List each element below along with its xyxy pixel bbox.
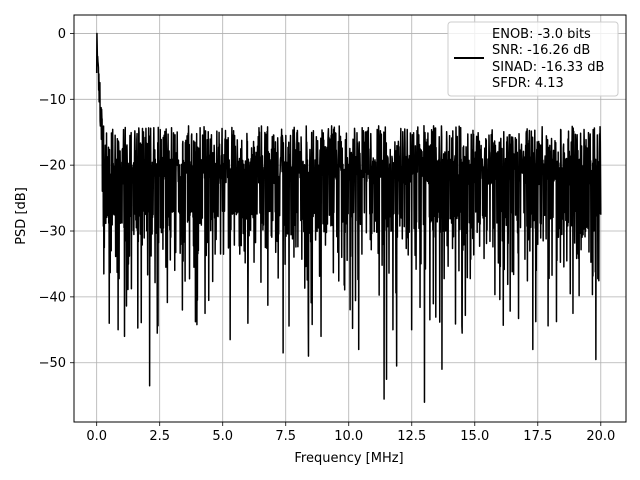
legend-sinad: SINAD: -16.33 dB [492, 60, 604, 75]
x-tick-label: 15.0 [460, 429, 489, 444]
legend: ENOB: -3.0 bits SNR: -16.26 dB SINAD: -1… [447, 21, 619, 97]
psd-series-line [95, 32, 602, 403]
x-tick-label: 0.0 [86, 429, 107, 444]
x-tick-label: 17.5 [523, 429, 552, 444]
y-tick-label: 0 [58, 27, 66, 42]
y-tick-label: −10 [39, 93, 66, 108]
y-axis-label: PSD [dB] [14, 187, 29, 245]
x-tick-label: 7.5 [275, 429, 296, 444]
x-axis-label: Frequency [MHz] [294, 451, 403, 466]
axes-frame [73, 14, 627, 423]
plot-area [95, 32, 602, 403]
y-tick-label: −30 [39, 225, 66, 240]
y-tick-label: −40 [39, 290, 66, 305]
axis-ticks: 0.0 2.5 5.0 7.5 10.0 12.5 15.0 17.5 20.0 0 −10 −20 −… [39, 27, 616, 444]
y-tick-label: −50 [39, 356, 66, 371]
axes-border [73, 14, 627, 423]
x-tick-label: 5.0 [212, 429, 233, 444]
x-tick-label: 12.5 [397, 429, 426, 444]
legend-enob: ENOB: -3.0 bits [492, 27, 591, 42]
x-tick-label: 2.5 [149, 429, 170, 444]
legend-box [447, 21, 619, 97]
x-tick-label: 20.0 [586, 429, 615, 444]
y-tick-label: −20 [39, 159, 66, 174]
legend-sfdr: SFDR: 4.13 [492, 76, 564, 91]
legend-snr: SNR: -16.26 dB [492, 43, 590, 58]
x-tick-label: 10.0 [334, 429, 363, 444]
